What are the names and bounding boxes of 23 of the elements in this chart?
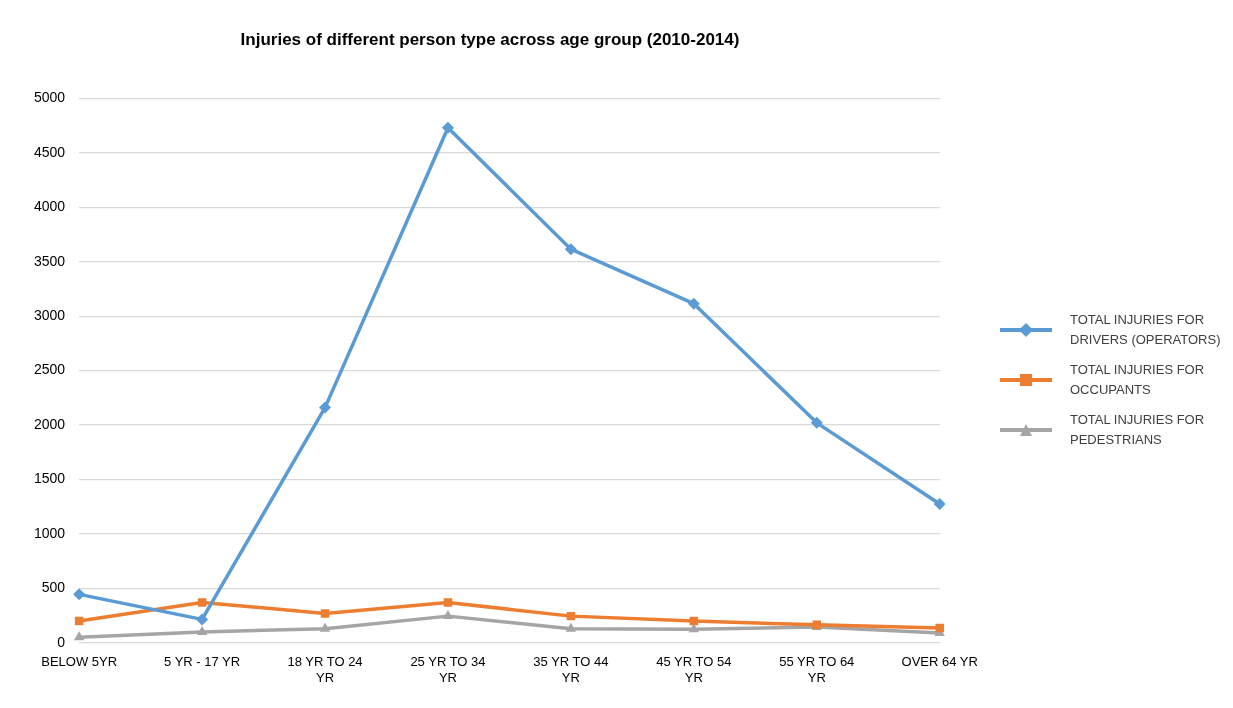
chart-title: Injuries of different person type across age group (2010-2014): [240, 29, 740, 49]
y-tick-label: 3000: [33, 307, 66, 324]
y-tick-label: 1000: [33, 524, 66, 541]
x-tick-label: BELOW 5YR: [41, 654, 118, 670]
y-tick-label: 1500: [33, 470, 66, 487]
x-tick-label: 5 YR - 17 YR: [164, 654, 241, 670]
y-tick-label: 0: [57, 633, 66, 650]
x-tick-label: 45 YR TO 54 YR: [656, 654, 732, 685]
x-tick-label: 35 YR TO 44 YR: [533, 654, 609, 685]
x-tick-label: 25 YR TO 34 YR: [410, 654, 486, 685]
legend-label: TOTAL INJURIES FOR DRIVERS (OPERATORS): [1070, 311, 1222, 349]
x-tick-label: OVER 64 YR: [901, 654, 978, 670]
y-tick-label: 500: [41, 579, 66, 596]
legend-label: TOTAL INJURIES FOR PEDESTRIANS: [1070, 411, 1206, 449]
y-tick-label: 4500: [33, 143, 66, 160]
x-tick-label: 18 YR TO 24 YR: [287, 654, 363, 685]
y-tick-label: 2500: [33, 361, 66, 378]
legend-label: TOTAL INJURIES FOR OCCUPANTS: [1070, 361, 1206, 399]
y-tick-label: 4000: [33, 198, 66, 215]
x-tick-label: 55 YR TO 64 YR: [779, 654, 855, 685]
y-tick-label: 3500: [33, 252, 66, 269]
y-tick-label: 5000: [33, 89, 66, 106]
y-tick-label: 2000: [33, 415, 66, 432]
